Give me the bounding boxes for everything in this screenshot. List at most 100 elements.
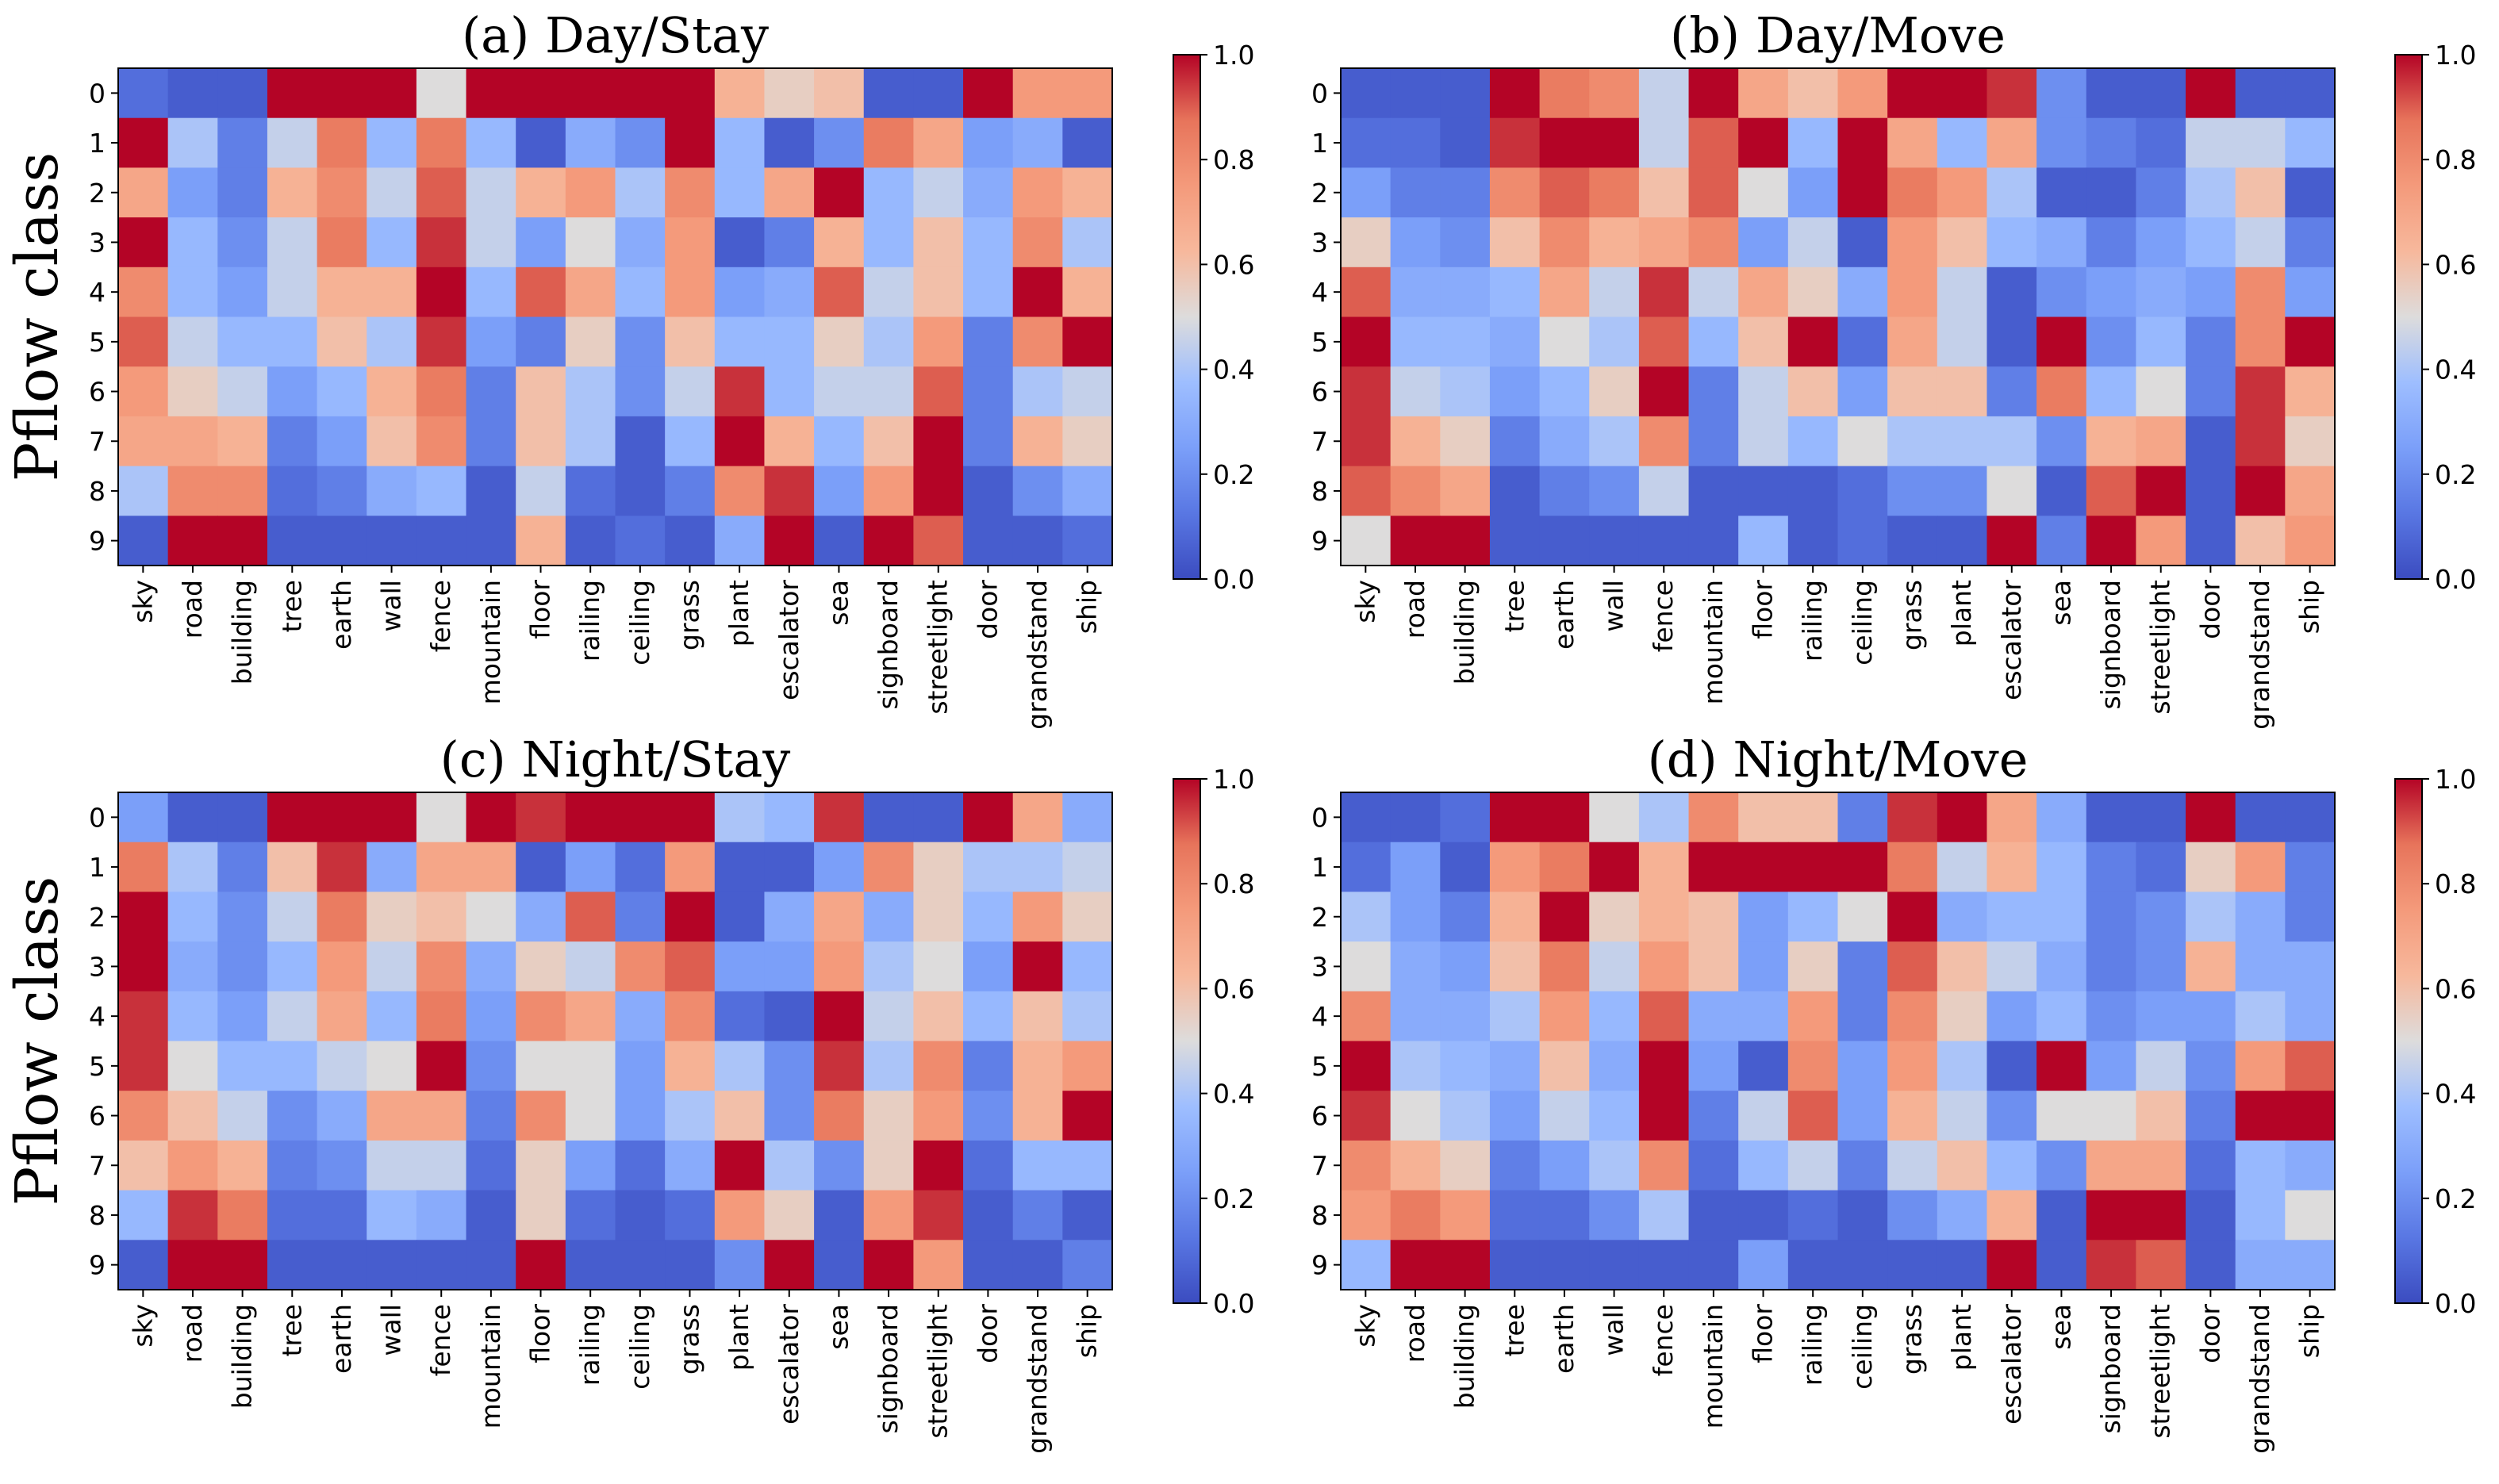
heatmap-cell — [1539, 217, 1590, 268]
heatmap-cell — [1012, 1240, 1063, 1290]
x-tick-label: building — [1449, 580, 1480, 684]
heatmap-cell — [2136, 941, 2186, 992]
heatmap-cell — [764, 842, 815, 892]
heatmap-cell — [317, 117, 367, 168]
heatmap-cell — [367, 366, 417, 417]
x-tick-label: earth — [1549, 580, 1580, 650]
heatmap-cell — [814, 1140, 865, 1191]
x-tick-label: ship — [2294, 1304, 2325, 1358]
x-tick-label: grass — [1896, 1304, 1927, 1375]
heatmap-cell — [1937, 217, 1988, 268]
heatmap-cell — [814, 68, 865, 119]
y-tick-label: 5 — [1311, 327, 1328, 358]
heatmap-cell — [2285, 1091, 2336, 1141]
heatmap-cell — [1539, 68, 1590, 119]
colorbar-tick-label: 1.0 — [1213, 764, 1254, 795]
x-tick-label: escalator — [774, 580, 804, 700]
heatmap-cell — [2036, 117, 2087, 168]
heatmap-cell — [1738, 466, 1789, 516]
heatmap-cell — [863, 1091, 914, 1141]
heatmap-cell — [665, 366, 716, 417]
heatmap-cell — [1987, 117, 2037, 168]
heatmap-cell — [814, 117, 865, 168]
heatmap-cell — [1738, 267, 1789, 318]
heatmap-cell — [367, 892, 417, 942]
heatmap-cell — [317, 167, 367, 218]
heatmap-cell — [1937, 1091, 1988, 1141]
heatmap-cell — [1489, 1190, 1541, 1241]
heatmap-cell — [416, 991, 467, 1042]
heatmap-cell — [118, 267, 169, 318]
heatmap-cell — [167, 217, 218, 268]
heatmap-cell — [1390, 842, 1441, 892]
heatmap-cell — [1489, 217, 1541, 268]
heatmap-cell — [1489, 117, 1541, 168]
x-tick-label: streetlight — [2145, 1304, 2176, 1439]
y-tick-label: 4 — [1311, 277, 1328, 308]
heatmap-cell — [565, 941, 616, 992]
heatmap-cell — [764, 316, 815, 367]
heatmap-cell — [416, 1240, 467, 1290]
heatmap-cell — [516, 267, 566, 318]
heatmap-cell — [913, 366, 964, 417]
heatmap-cell — [714, 792, 766, 843]
heatmap-cell — [516, 366, 566, 417]
heatmap-cell — [1987, 68, 2037, 119]
heatmap-cell — [466, 466, 516, 516]
x-tick-label: ceiling — [624, 1304, 655, 1390]
heatmap-cell — [1887, 68, 1938, 119]
heatmap-cell — [963, 991, 1014, 1042]
heatmap-cell — [1539, 842, 1590, 892]
plot-frame — [117, 792, 1113, 1290]
heatmap-cell — [416, 1140, 467, 1191]
heatmap-cell — [1738, 991, 1789, 1042]
heatmap-cell — [565, 991, 616, 1042]
heatmap-cell — [814, 366, 865, 417]
heatmap-cell — [1390, 1190, 1441, 1241]
heatmap-cell — [2086, 466, 2136, 516]
y-tick-label: 5 — [1311, 1051, 1328, 1082]
heatmap-cell — [1638, 991, 1690, 1042]
heatmap-cell — [1887, 217, 1938, 268]
heatmap-cell — [1012, 516, 1063, 566]
y-tick-label: 8 — [89, 1200, 106, 1231]
chart-title: (a) Day/Stay — [462, 6, 769, 64]
heatmap-cell — [466, 416, 516, 467]
heatmap-cell — [863, 316, 914, 367]
heatmap-cell — [963, 842, 1014, 892]
heatmap-cell — [963, 167, 1014, 218]
x-tick-label: floor — [1748, 580, 1779, 639]
chart-title: (b) Day/Move — [1670, 6, 2006, 64]
heatmap-cell — [1638, 167, 1690, 218]
colorbar-tick-label: 0.2 — [1213, 459, 1254, 490]
heatmap-cell — [1688, 842, 1739, 892]
heatmap-cell — [2036, 1091, 2087, 1141]
heatmap-cell — [1987, 267, 2037, 318]
heatmap-cell — [1012, 991, 1063, 1042]
heatmap-cell — [1937, 1240, 1988, 1290]
heatmap-cell — [1738, 1190, 1789, 1241]
heatmap-cell — [1738, 68, 1789, 119]
heatmap-cell — [1638, 117, 1690, 168]
heatmap-cell — [2186, 117, 2236, 168]
heatmap-cell — [516, 1240, 566, 1290]
heatmap-cell — [217, 842, 268, 892]
heatmap-cell — [1062, 1140, 1113, 1191]
heatmap-cell — [2285, 516, 2336, 566]
heatmap-cell — [1341, 416, 1392, 467]
heatmap-cell — [317, 792, 367, 843]
heatmap-cell — [1489, 842, 1541, 892]
heatmap-cell — [2285, 68, 2336, 119]
heatmap-cell — [963, 1140, 1014, 1191]
heatmap-cell — [615, 1041, 666, 1091]
heatmap-cell — [317, 1091, 367, 1141]
heatmap-cell — [714, 316, 766, 367]
heatmap-cell — [367, 68, 417, 119]
heatmap-cell — [764, 991, 815, 1042]
heatmap-cell — [1738, 1140, 1789, 1191]
heatmap-cell — [1589, 1190, 1640, 1241]
plot-frame — [1340, 792, 2336, 1290]
heatmap-cell — [2186, 68, 2236, 119]
heatmap-cell — [665, 1091, 716, 1141]
heatmap-cell — [2235, 466, 2286, 516]
